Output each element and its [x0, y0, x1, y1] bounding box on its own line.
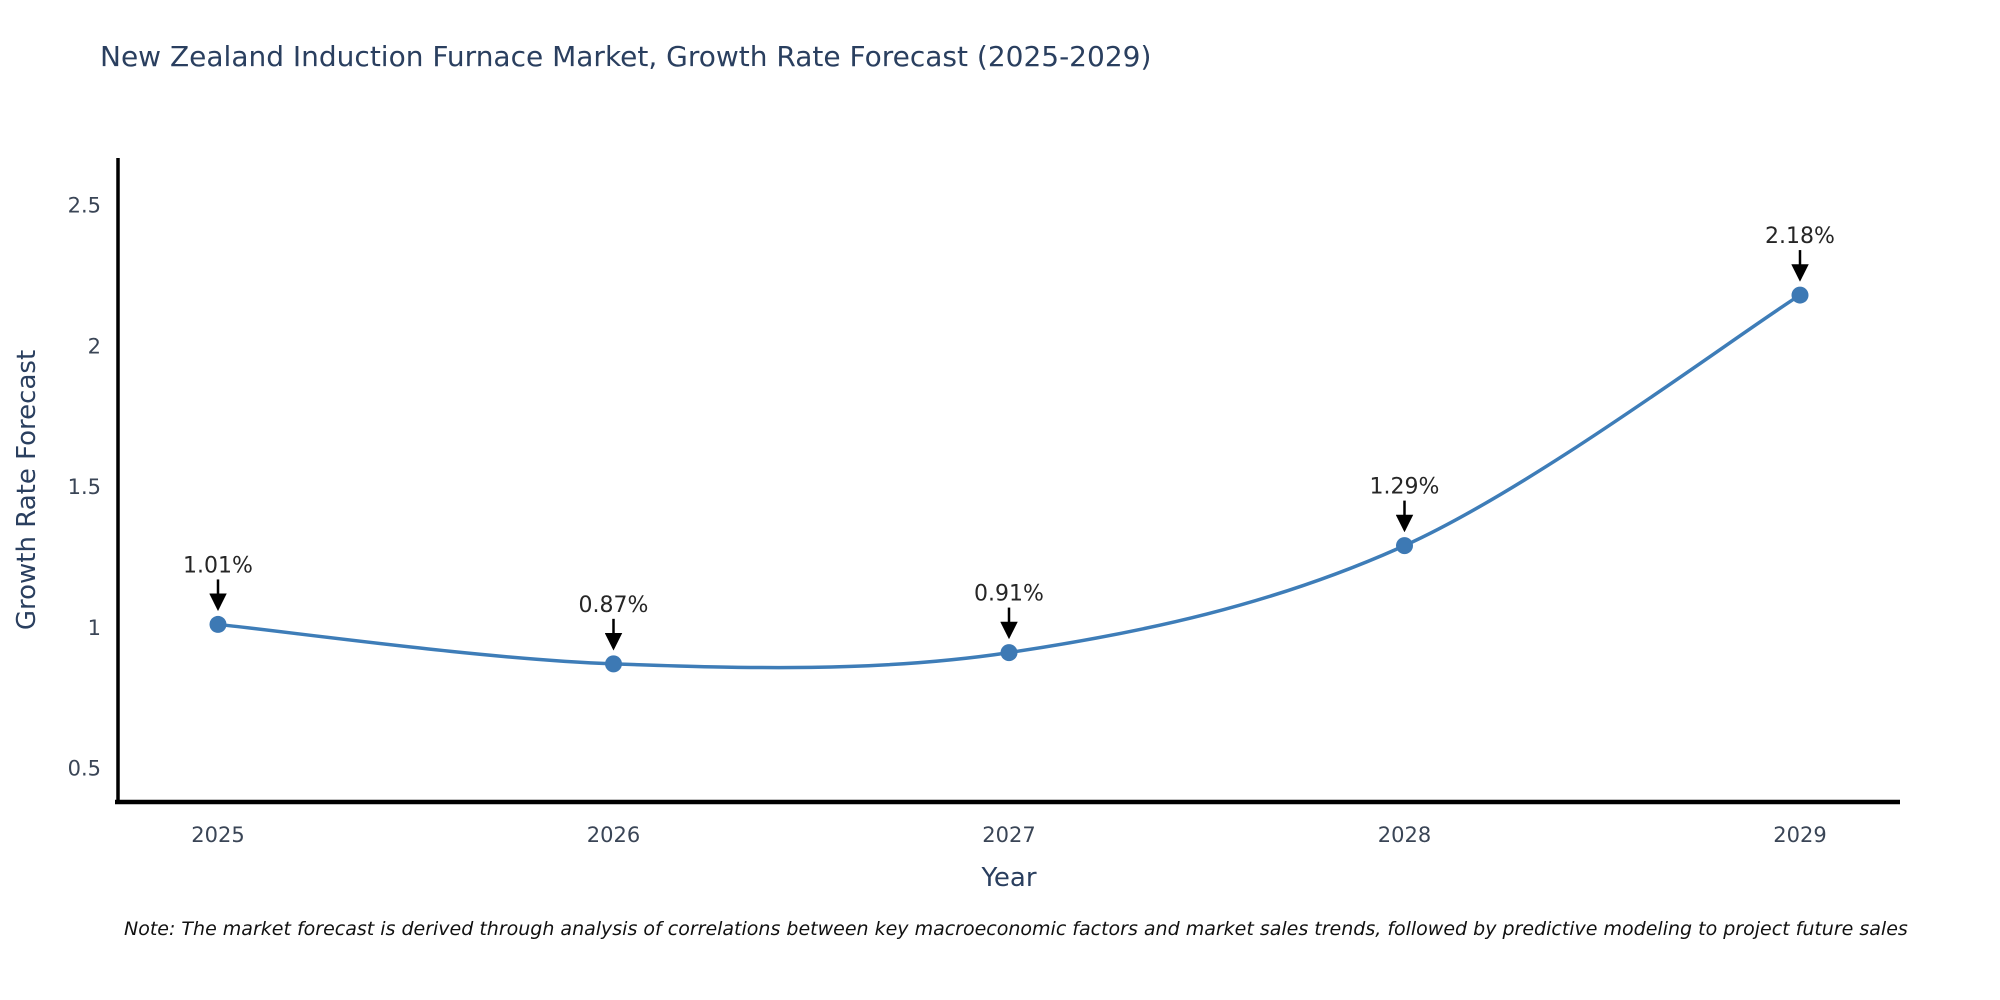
point-value-label: 0.91% [974, 582, 1044, 607]
data-point-marker [1791, 286, 1809, 304]
data-point-marker [1000, 644, 1018, 662]
y-tick-label: 0.5 [68, 757, 101, 781]
y-tick-label: 2.5 [68, 194, 101, 218]
x-tick-label: 2027 [982, 823, 1035, 847]
data-point-marker [605, 655, 622, 673]
x-axis-title: Year [981, 863, 1037, 893]
series-line [217, 293, 1801, 670]
point-value-label: 1.29% [1370, 475, 1440, 500]
x-tick-label: 2025 [191, 823, 244, 847]
x-tick-label: 2026 [587, 823, 640, 847]
data-point-marker [1396, 537, 1413, 555]
point-value-label: 2.18% [1765, 224, 1835, 249]
footnote: Note: The market forecast is derived thr… [124, 918, 1908, 940]
x-tick-label: 2029 [1773, 823, 1826, 847]
data-point-marker [209, 615, 227, 633]
chart-title: New Zealand Induction Furnace Market, Gr… [100, 40, 1152, 73]
point-value-label: 0.87% [579, 593, 649, 618]
point-value-label: 1.01% [183, 553, 253, 578]
x-tick-label: 2028 [1378, 823, 1431, 847]
y-tick-label: 2 [88, 334, 101, 358]
y-tick-label: 1.5 [68, 475, 101, 499]
y-tick-label: 1 [88, 616, 101, 640]
